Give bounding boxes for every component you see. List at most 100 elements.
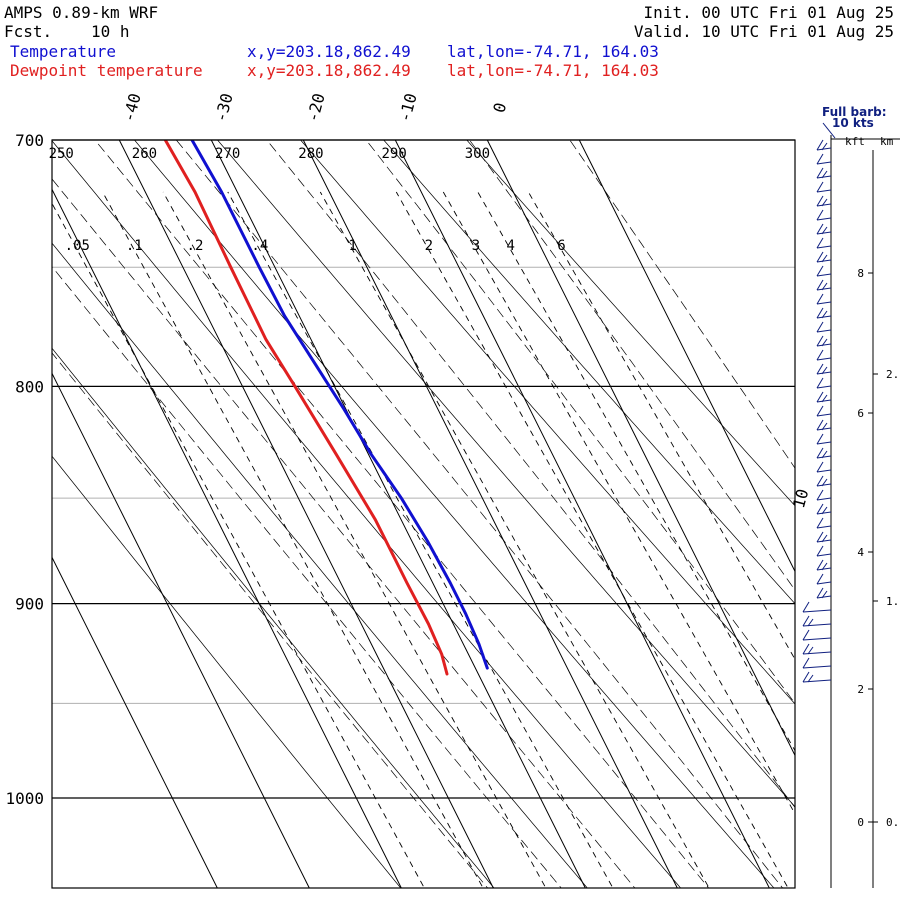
isotherm--30	[210, 140, 586, 888]
wind-barb-feather	[821, 142, 828, 151]
wind-barb-feather	[802, 643, 810, 655]
wind-barb-feather	[816, 545, 824, 557]
wind-barb	[816, 315, 832, 319]
pressure-tick-700: 700	[15, 131, 44, 150]
wind-barb	[816, 441, 832, 445]
wind-barb-feather	[816, 559, 824, 571]
mixing-ratio-label-6: 6	[557, 238, 565, 254]
isotherm--60	[52, 372, 310, 888]
wind-barb	[816, 357, 832, 361]
legend-temperature-latlon: lat,lon=-74.71, 164.03	[447, 42, 659, 61]
mixing-ratio-line-2	[395, 191, 789, 888]
isobar-lines	[52, 139, 795, 799]
wind-barb	[816, 175, 832, 179]
dry-adiabat-label-260: 260	[132, 146, 157, 162]
km-tick-label-1: 1.	[886, 595, 899, 608]
km-tick-label-0: 2.	[886, 368, 899, 381]
wind-barb	[816, 329, 832, 333]
dry-adiabat-270	[217, 140, 795, 808]
wind-barb-panel: Full barb:10 kts kft km 8 6 4 2 0 2. 1. 0.	[802, 105, 900, 888]
wind-barb	[816, 427, 832, 431]
wind-barb	[816, 483, 832, 487]
wind-barb-feather	[821, 562, 828, 571]
wind-barb-feather	[816, 251, 824, 263]
dry-adiabat-220	[52, 455, 402, 888]
wind-barb	[816, 567, 832, 571]
model-title: AMPS 0.89-km WRF	[4, 3, 159, 22]
pressure-tick-800: 800	[15, 377, 44, 396]
plot-frame	[51, 139, 796, 889]
wind-barb	[816, 385, 832, 389]
valid-time: Valid. 10 UTC Fri 01 Aug 25	[633, 22, 894, 41]
wind-barb	[816, 217, 832, 221]
wind-barb-feather	[816, 587, 824, 599]
wind-barb-feather	[816, 461, 824, 473]
wind-barb-feather	[816, 419, 824, 431]
wind-barb-feather	[816, 391, 824, 403]
mixing-ratio-label-1: 1	[348, 238, 356, 254]
isotherm--10	[394, 140, 770, 888]
dry-adiabat-label-280: 280	[298, 146, 323, 162]
wind-barb	[816, 581, 832, 585]
wind-barb	[816, 469, 832, 473]
wind-barb	[816, 259, 832, 263]
dry-adiabat-300	[466, 140, 795, 507]
wind-barb	[802, 623, 832, 627]
wind-barb-feather	[821, 338, 828, 347]
dry-adiabat-label-270: 270	[215, 146, 240, 162]
wind-barb	[816, 161, 832, 165]
wind-barb-feather	[821, 282, 828, 291]
mixing-ratio-line-.2	[162, 191, 547, 888]
wind-barb	[816, 189, 832, 193]
legend-dewpoint-label: Dewpoint temperature	[10, 61, 203, 80]
wind-barb	[816, 245, 832, 249]
wind-barb-feather	[821, 590, 828, 599]
wind-barb-feather	[816, 517, 824, 529]
pressure-tick-1000: 1000	[5, 789, 44, 808]
wind-barb-feather	[816, 321, 824, 333]
dry-adiabat-260	[134, 140, 775, 888]
sounding-profiles	[163, 140, 489, 676]
kft-tick-label-1: 6	[857, 407, 864, 420]
wind-barb-feather	[816, 195, 824, 207]
wind-barb-feather	[816, 167, 824, 179]
moist-adiabat-1	[52, 266, 562, 888]
dry-adiabat-label-290: 290	[382, 146, 407, 162]
forecast-label: Fcst.	[4, 22, 53, 41]
wind-barb-feather	[802, 657, 810, 669]
wind-barb	[816, 497, 832, 501]
isotherm-label--10: -10	[395, 91, 421, 124]
moist-adiabat-3	[94, 140, 710, 888]
wind-barb-feather	[807, 646, 814, 655]
kft-tick-label-4: 0	[857, 816, 864, 829]
isotherm--70	[52, 556, 218, 888]
wind-barb-feather	[816, 335, 824, 347]
dry-adiabat-label-250: 250	[49, 146, 74, 162]
wind-barb-feather	[821, 422, 828, 431]
wind-barb-feather	[816, 447, 824, 459]
wind-barb-feather	[816, 573, 824, 585]
init-time: Init. 00 UTC Fri 01 Aug 25	[643, 3, 894, 22]
km-label: km	[880, 135, 894, 148]
wind-barb-feather	[816, 265, 824, 277]
legend-dewpoint-xy: x,y=203.18,862.49	[247, 61, 411, 80]
forecast-hours: 10 h	[91, 22, 130, 41]
wind-barb-feather	[816, 153, 824, 165]
mixing-ratio-label-3: 3	[472, 238, 480, 254]
moist-adiabat-7	[469, 140, 795, 591]
dry-adiabat-280	[300, 140, 795, 705]
wind-barb-feather	[821, 478, 828, 487]
wind-barb	[816, 371, 832, 375]
mixing-ratio-label-4: 4	[507, 238, 515, 254]
wind-barb-feather	[821, 170, 828, 179]
wind-barb-feather	[821, 534, 828, 543]
mixing-ratio-line-1	[319, 191, 710, 888]
wind-barb-feather	[816, 433, 824, 445]
wind-barb-feather	[821, 226, 828, 235]
wind-barb-feather	[816, 307, 824, 319]
wind-barb-feather	[821, 254, 828, 263]
moist-adiabat-6	[365, 140, 795, 704]
dry-adiabat-240	[52, 242, 588, 888]
wind-barb-feather	[821, 450, 828, 459]
